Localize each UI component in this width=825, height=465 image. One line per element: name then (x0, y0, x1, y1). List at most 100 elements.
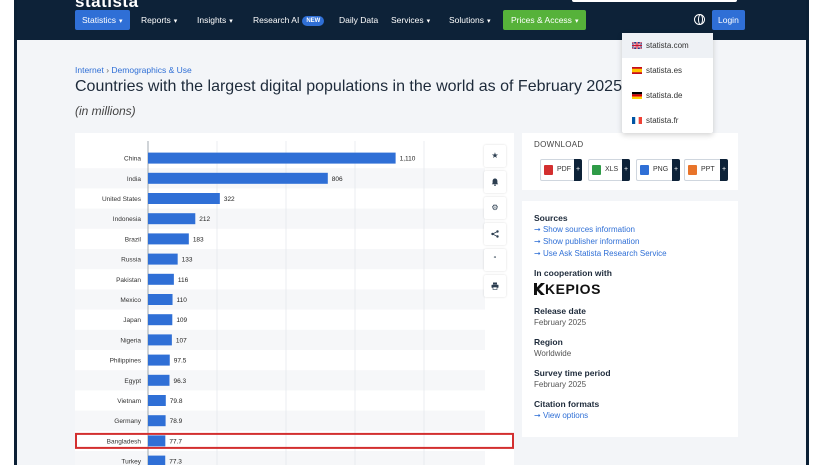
lang-label: statista.es (646, 66, 683, 75)
uk-flag-icon (632, 42, 642, 49)
row-stripe (75, 410, 485, 431)
data-label: 133 (182, 257, 193, 264)
germany-flag-icon (632, 92, 642, 99)
highlight-box (75, 432, 514, 449)
breadcrumb-separator: › (106, 65, 110, 75)
bar (148, 415, 166, 427)
kepios-wordmark: KEPIOS (545, 281, 601, 297)
category-label: Pakistan (116, 277, 141, 284)
xls-label: XLS (605, 166, 619, 173)
citation-heading: Citation formats (534, 399, 600, 409)
nav-reports[interactable]: Reports ▾ (141, 10, 177, 30)
download-pdf-button[interactable]: PDF + (540, 159, 582, 181)
show-sources-label: Show sources information (542, 225, 635, 234)
plus-icon: + (672, 159, 680, 181)
chevron-down-icon: ▾ (173, 18, 178, 25)
survey-period-value: February 2025 (534, 380, 587, 389)
category-label: United States (102, 196, 142, 203)
nav-services[interactable]: Services ▾ (391, 10, 430, 30)
bar (148, 435, 166, 447)
gear-icon[interactable]: ⚙ (484, 197, 506, 219)
ppt-file-icon (688, 165, 697, 175)
lang-label: statista.de (646, 91, 683, 100)
lang-label: statista.fr (646, 116, 679, 125)
france-flag-icon (632, 117, 642, 124)
view-options-link[interactable]: ➞ View options (534, 411, 588, 420)
globe-icon[interactable] (694, 14, 705, 25)
data-label: 107 (176, 337, 187, 344)
show-publisher-link[interactable]: ➞ Show publisher information (534, 237, 639, 246)
data-label: 96.3 (173, 378, 186, 385)
search-input[interactable] (572, 0, 737, 2)
share-icon[interactable] (484, 223, 506, 245)
bar (148, 314, 173, 326)
print-icon[interactable] (484, 275, 506, 297)
nav-solutions[interactable]: Solutions ▾ (449, 10, 490, 30)
page-subtitle: (in millions) (75, 104, 136, 118)
bar (148, 193, 220, 204)
bar-chart: China 1,110 India 806 United States 322 Indone… (75, 141, 514, 465)
nav-statistics[interactable]: Statistics ▾ (75, 10, 130, 30)
bar (148, 233, 189, 245)
data-label: 77.7 (169, 438, 182, 445)
release-date-heading: Release date (534, 306, 586, 316)
quote-icon[interactable]: “ (484, 249, 506, 271)
row-stripe (75, 329, 485, 350)
lang-item-es[interactable]: statista.es (622, 58, 713, 83)
chevron-down-icon: ▾ (229, 18, 233, 25)
png-file-icon (640, 165, 649, 175)
lang-item-com[interactable]: statista.com (622, 33, 713, 58)
chevron-down-icon: ▾ (426, 18, 431, 25)
breadcrumb-child[interactable]: Demographics & Use (111, 65, 192, 75)
bar (148, 152, 396, 164)
bar (148, 253, 178, 265)
nav-research-ai[interactable]: Research AI NEW (253, 10, 325, 30)
ask-research-link[interactable]: ➞ Use Ask Statista Research Service (534, 249, 667, 258)
nav-reports-label: Reports (141, 15, 171, 25)
data-label: 97.5 (174, 358, 187, 365)
nav-research-ai-label: Research AI (253, 15, 300, 25)
data-label: 806 (332, 176, 343, 183)
star-icon[interactable]: ★ (484, 145, 506, 167)
bar (148, 334, 172, 346)
data-label: 77.3 (169, 459, 182, 465)
sources-heading: Sources (534, 213, 568, 223)
nav-insights[interactable]: Insights ▾ (197, 10, 233, 30)
release-date-value: February 2025 (534, 318, 587, 327)
bar (148, 455, 166, 465)
data-label: 79.8 (170, 398, 183, 405)
bell-icon[interactable] (484, 171, 506, 193)
lang-item-de[interactable]: statista.de (622, 83, 713, 108)
nav-prices-label: Prices & Access (511, 15, 572, 25)
row-stripe (75, 451, 485, 465)
download-ppt-button[interactable]: PPT + (684, 159, 728, 181)
statista-logo[interactable]: statista (75, 0, 139, 11)
breadcrumb-parent[interactable]: Internet (75, 65, 104, 75)
category-label: China (124, 156, 141, 163)
nav-daily-data[interactable]: Daily Data (339, 10, 378, 30)
data-label: 116 (178, 277, 189, 284)
xls-file-icon (592, 165, 601, 175)
plus-icon: + (622, 159, 630, 181)
language-dropdown: statista.com statista.es statista.de sta… (622, 33, 713, 133)
view-options-label: View options (542, 411, 589, 420)
show-sources-link[interactable]: ➞ Show sources information (534, 225, 635, 234)
arrow-right-icon: ➞ (534, 237, 541, 246)
nav-prices-access[interactable]: Prices & Access ▾ (503, 10, 587, 30)
left-border (14, 0, 17, 465)
cooperation-heading: In cooperation with (534, 268, 612, 278)
bar (148, 374, 170, 386)
download-png-button[interactable]: PNG + (636, 159, 680, 181)
page-title: Countries with the largest digital popul… (75, 78, 622, 95)
lang-item-fr[interactable]: statista.fr (622, 108, 713, 133)
category-label: Japan (123, 317, 141, 324)
pdf-file-icon (544, 165, 553, 175)
category-label: Indonesia (113, 216, 142, 223)
data-label: 183 (193, 236, 204, 243)
download-xls-button[interactable]: XLS + (588, 159, 630, 181)
kepios-logo[interactable]: KEPIOS (534, 281, 601, 297)
login-button[interactable]: Login (712, 10, 745, 30)
survey-period-heading: Survey time period (534, 368, 611, 378)
data-label: 1,110 (400, 156, 416, 163)
